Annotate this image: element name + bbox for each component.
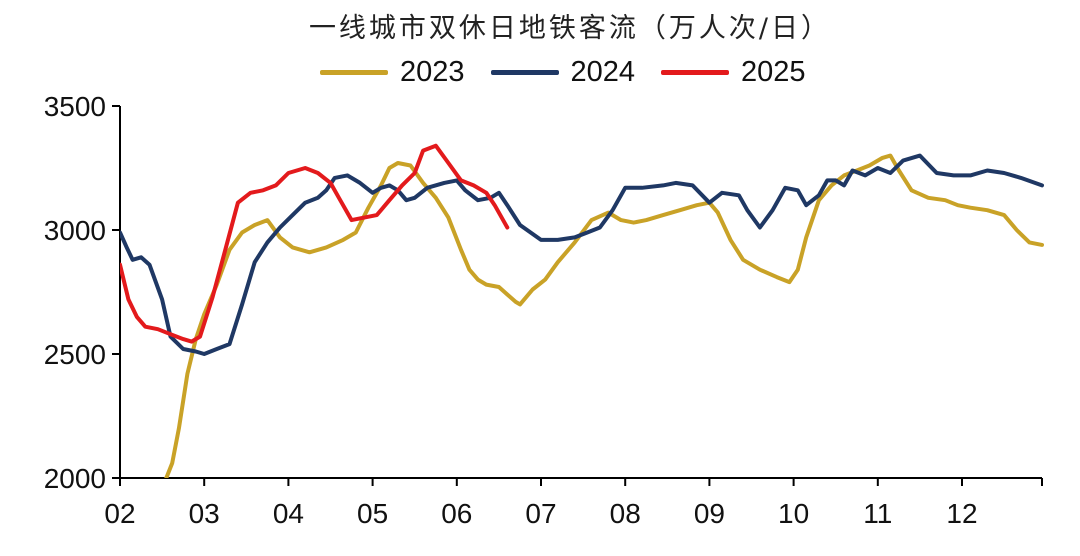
legend-item-2023: 2023 bbox=[320, 56, 465, 89]
x-tick-label: 12 bbox=[946, 498, 977, 529]
legend-swatch bbox=[490, 70, 559, 75]
x-tick-label: 02 bbox=[104, 498, 135, 529]
y-tick-label: 3500 bbox=[44, 91, 106, 122]
x-tick-label: 09 bbox=[694, 498, 725, 529]
x-tick-label: 11 bbox=[863, 498, 892, 529]
legend-swatch bbox=[661, 70, 730, 75]
y-tick-label: 3000 bbox=[44, 215, 106, 246]
x-tick-label: 06 bbox=[441, 498, 472, 529]
x-tick-label: 08 bbox=[610, 498, 641, 529]
legend-label: 2024 bbox=[570, 56, 636, 88]
legend-label: 2025 bbox=[741, 56, 806, 88]
legend-label: 2023 bbox=[400, 56, 465, 88]
series-line-2025 bbox=[120, 143, 510, 344]
y-tick-label: 2000 bbox=[44, 463, 106, 494]
x-tick-label: 07 bbox=[525, 498, 556, 529]
x-tick-label: 10 bbox=[778, 498, 809, 529]
y-tick-label: 2500 bbox=[44, 339, 106, 370]
series-line-2023 bbox=[164, 153, 1044, 478]
legend-item-2024: 2024 bbox=[490, 56, 636, 89]
x-tick-label: 05 bbox=[357, 498, 388, 529]
chart-title: 一线城市双休日地铁客流（万人次/日） bbox=[308, 13, 832, 44]
x-tick-label: 04 bbox=[273, 498, 304, 529]
series-line-2024 bbox=[120, 153, 1044, 356]
x-tick-label: 03 bbox=[189, 498, 220, 529]
legend: 2023 2024 2025 bbox=[320, 56, 806, 89]
legend-swatch bbox=[320, 70, 388, 75]
legend-item-2025: 2025 bbox=[661, 56, 806, 89]
